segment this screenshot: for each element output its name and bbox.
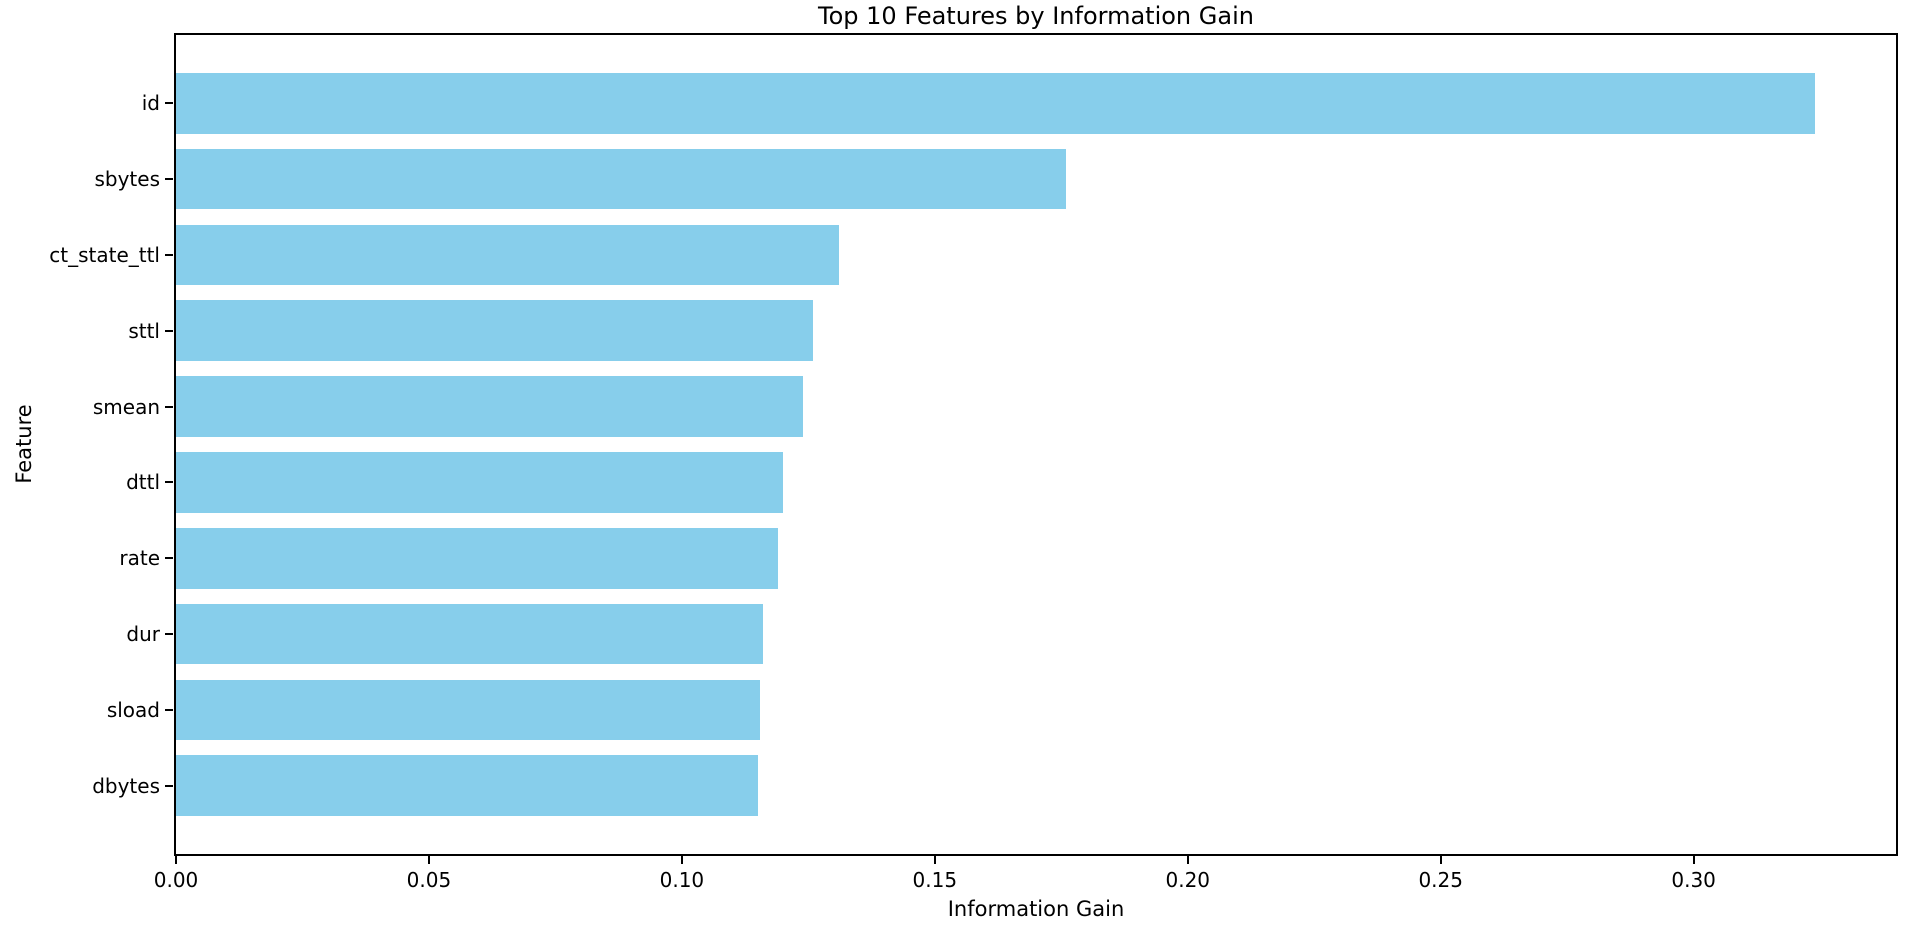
- y-tick-label-dttl: dttl: [126, 470, 160, 495]
- x-tick-mark: [1186, 856, 1189, 864]
- y-tick-label-id: id: [141, 91, 160, 116]
- bar-dur: [176, 603, 763, 665]
- y-tick-mark: [165, 481, 173, 484]
- x-tick-mark: [175, 856, 177, 864]
- x-tick-label-0.20: 0.20: [1165, 868, 1211, 892]
- bar-dttl: [176, 452, 784, 513]
- y-tick-mark: [165, 405, 173, 408]
- y-tick-mark: [165, 557, 173, 560]
- x-tick-mark: [933, 856, 936, 864]
- x-tick-label-0.00: 0.00: [153, 868, 199, 892]
- y-tick-mark: [165, 708, 173, 711]
- y-tick-label-rate: rate: [119, 546, 160, 571]
- bar-sbytes: [176, 148, 1067, 210]
- y-tick-mark: [165, 178, 173, 181]
- y-tick-label-dur: dur: [126, 622, 160, 647]
- y-tick-mark: [165, 329, 173, 332]
- x-tick-mark: [427, 856, 430, 864]
- x-axis-label: Information Gain: [947, 897, 1125, 921]
- x-tick-label-0.10: 0.10: [659, 868, 705, 892]
- bar-smean: [176, 376, 804, 437]
- x-tick-label-0.05: 0.05: [406, 868, 452, 892]
- y-tick-mark: [165, 102, 173, 105]
- x-tick-label-0.30: 0.30: [1671, 868, 1716, 892]
- bar-rate: [176, 527, 778, 589]
- bar-sttl: [176, 300, 814, 362]
- x-tick-mark: [1692, 856, 1695, 864]
- bar-ct_state_ttl: [176, 224, 839, 286]
- y-tick-mark: [165, 253, 173, 256]
- y-tick-label-sbytes: sbytes: [94, 167, 160, 192]
- x-tick-mark: [1439, 856, 1442, 864]
- x-tick-mark: [680, 856, 683, 864]
- plot-area: [174, 33, 1898, 856]
- y-tick-label-smean: smean: [92, 394, 160, 419]
- x-tick-label-0.25: 0.25: [1418, 868, 1463, 892]
- chart-title: Top 10 Features by Information Gain: [818, 2, 1254, 30]
- x-tick-label-0.15: 0.15: [912, 868, 958, 892]
- y-tick-label-ct_state_ttl: ct_state_ttl: [49, 242, 160, 267]
- y-tick-mark: [165, 784, 173, 787]
- y-tick-label-dbytes: dbytes: [92, 773, 160, 798]
- y-tick-label-sttl: sttl: [128, 318, 160, 343]
- y-tick-mark: [165, 633, 173, 636]
- bar-dbytes: [176, 755, 758, 817]
- y-tick-label-sload: sload: [106, 697, 160, 722]
- bar-id: [176, 72, 1816, 134]
- bar-sload: [176, 679, 761, 741]
